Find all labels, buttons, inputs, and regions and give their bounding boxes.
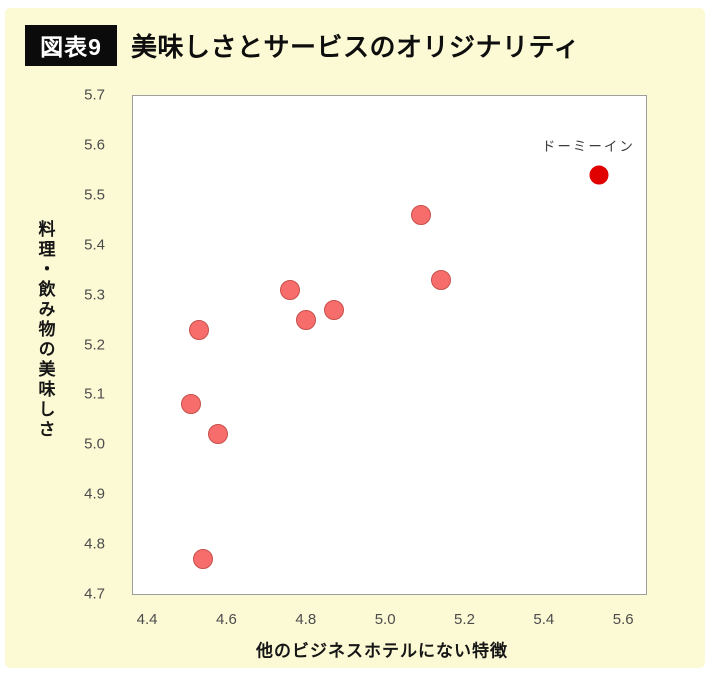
data-point bbox=[188, 319, 209, 340]
data-point bbox=[208, 424, 229, 445]
data-point bbox=[180, 394, 201, 415]
data-point bbox=[279, 279, 300, 300]
y-tick-label: 5.0 bbox=[84, 435, 105, 453]
x-axis-title: 他のビジネスホテルにない特徴 bbox=[256, 641, 508, 661]
data-point bbox=[430, 269, 451, 290]
dormy-inn-annotation: ドーミーイン bbox=[541, 138, 635, 154]
data-point bbox=[410, 204, 431, 225]
dormy-inn-point bbox=[589, 165, 609, 185]
data-point bbox=[323, 299, 344, 320]
plot-area bbox=[132, 95, 647, 595]
y-axis-title: 料理・飲み物の美味しさ bbox=[35, 220, 55, 440]
data-point bbox=[295, 309, 316, 330]
data-point bbox=[192, 549, 213, 570]
y-tick-label: 5.4 bbox=[84, 236, 105, 254]
y-tick-label: 5.3 bbox=[84, 286, 105, 304]
x-tick-label: 4.8 bbox=[295, 611, 317, 628]
x-tick-label: 4.6 bbox=[215, 611, 237, 628]
y-tick-label: 5.5 bbox=[84, 186, 105, 204]
scatter-chart: 料理・飲み物の美味しさ 4.7 4.8 4.9 5.0 5.1 5.2 5.3 5.4 5.5 5… bbox=[5, 8, 710, 678]
x-tick-label: 5.2 bbox=[454, 611, 475, 628]
y-tick-label: 5.6 bbox=[84, 136, 105, 154]
y-tick-label: 4.9 bbox=[84, 485, 105, 503]
y-tick-label: 4.7 bbox=[84, 585, 105, 603]
y-tick-label: 5.2 bbox=[84, 336, 105, 353]
x-tick-label: 5.0 bbox=[374, 611, 396, 628]
x-tick-label: 5.6 bbox=[612, 611, 634, 628]
y-tick-label: 5.7 bbox=[84, 86, 105, 104]
y-tick-label: 5.1 bbox=[84, 385, 105, 403]
figure-header: 図表9 美味しさとサービスのオリジナリティ bbox=[25, 22, 580, 68]
figure-title: 美味しさとサービスのオリジナリティ bbox=[131, 31, 580, 62]
x-tick-label: 4.4 bbox=[136, 611, 158, 628]
y-tick-label: 4.8 bbox=[84, 535, 105, 553]
figure-card: 図表9 美味しさとサービスのオリジナリティ 料理・飲み物の美味しさ 4.7 4.8… bbox=[5, 8, 705, 668]
x-tick-label: 5.4 bbox=[533, 611, 555, 628]
figure-number-badge: 図表9 bbox=[25, 24, 117, 66]
